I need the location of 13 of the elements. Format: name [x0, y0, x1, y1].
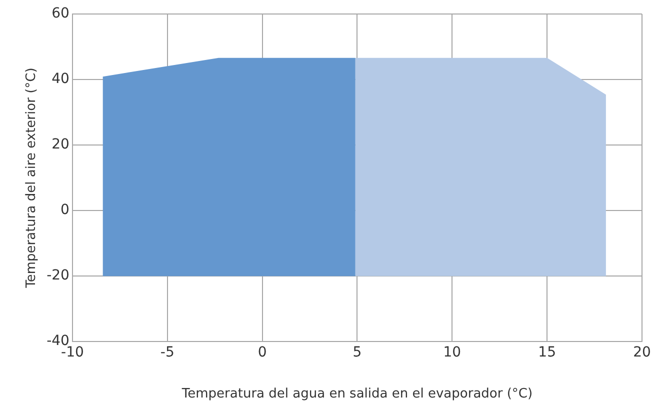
y-tick-label: 60 [52, 6, 70, 22]
x-tick-label: 10 [443, 344, 462, 361]
y-tick-label: -20 [46, 268, 70, 284]
y-tick-label: 0 [60, 202, 70, 218]
x-tick-label: 20 [633, 344, 651, 361]
x-tick-label: 15 [538, 344, 556, 361]
x-tick-label: 0 [258, 344, 267, 361]
x-axis-title: Temperatura del agua en salida en el evaporador (°C) [180, 386, 533, 402]
y-axis-title: Temperatura del aire exterior (°C) [24, 68, 40, 289]
y-tick-label: 40 [52, 71, 70, 88]
x-tick-label: -5 [160, 344, 174, 361]
x-tick-label: 5 [352, 344, 362, 361]
y-tick-label: 20 [52, 136, 70, 153]
